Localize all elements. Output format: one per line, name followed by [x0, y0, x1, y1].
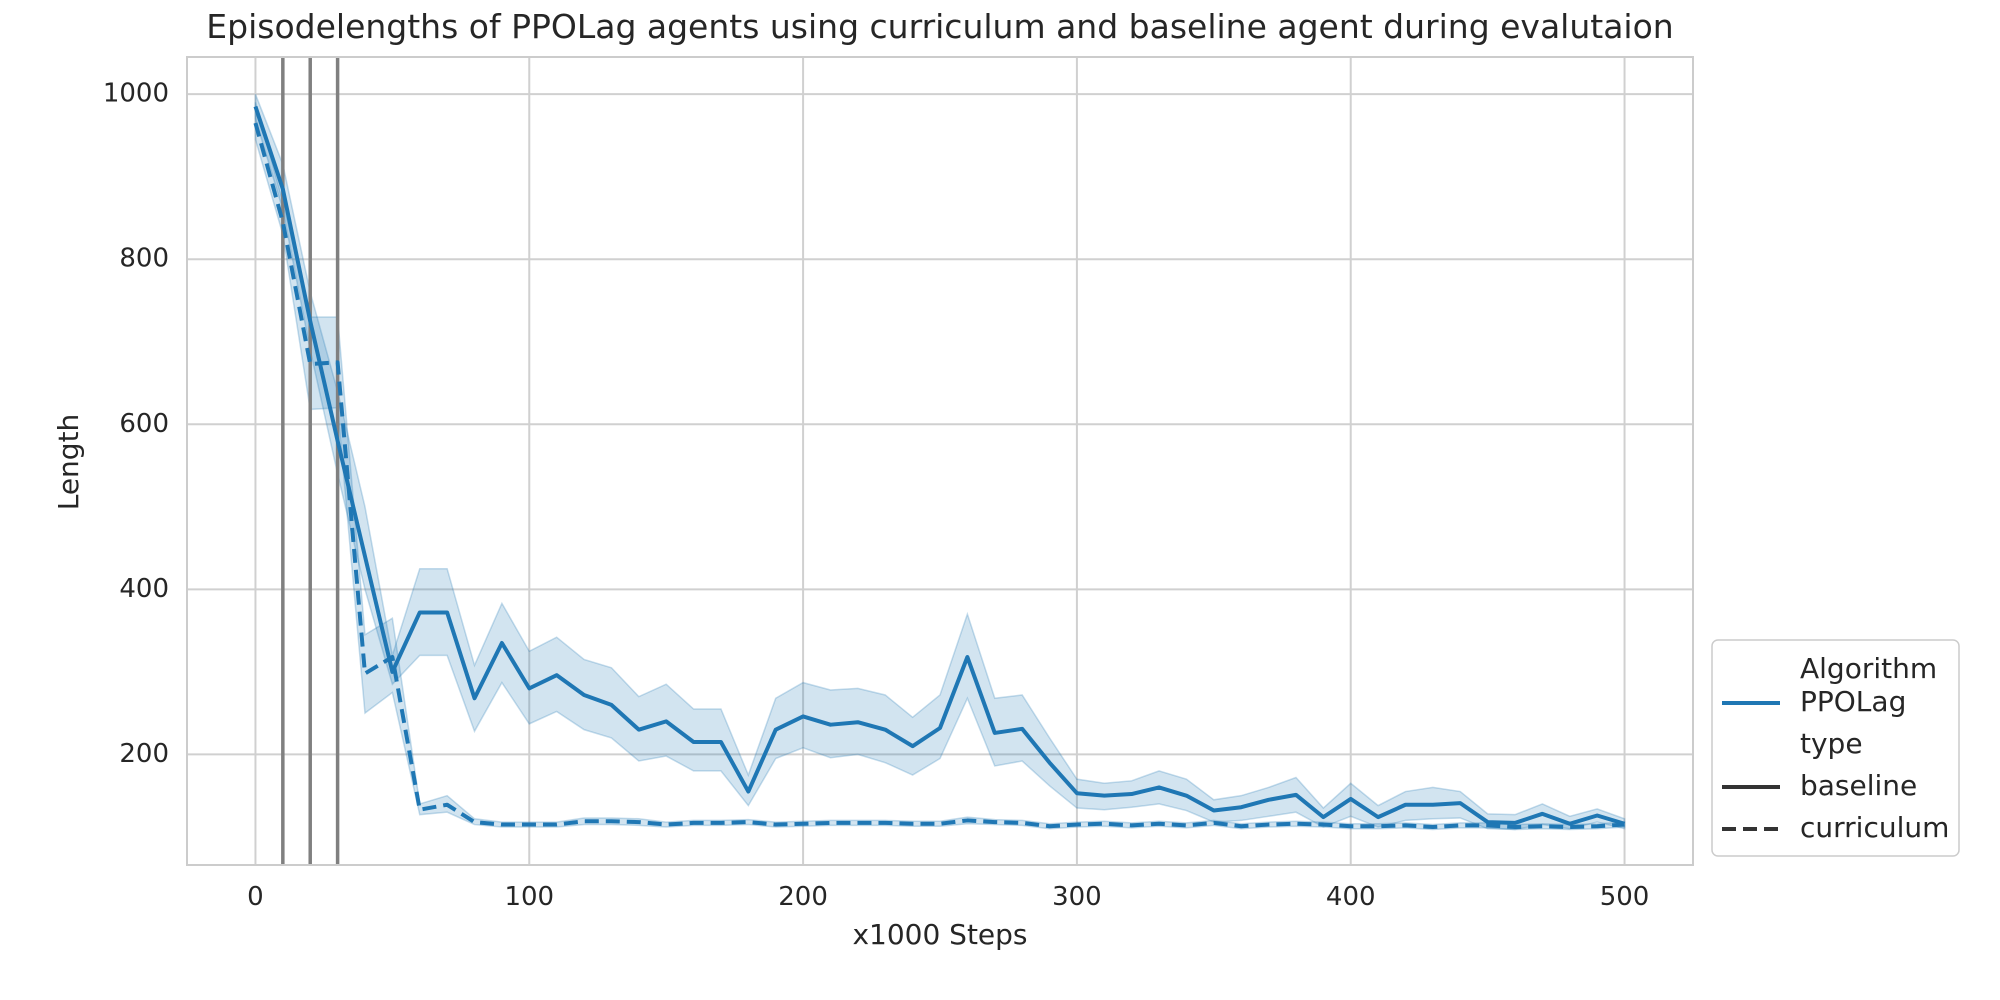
legend-label-baseline: baseline: [1800, 769, 1917, 802]
legend-header-algorithm: Algorithm: [1800, 652, 1937, 685]
x-tick-label-100: 100: [504, 882, 554, 912]
y-tick-label-400: 400: [119, 574, 169, 604]
plot-area: 0 100 200 300 400 500 200 400 600 800 1000: [103, 56, 1694, 912]
legend-header-type: type: [1800, 727, 1863, 760]
x-tick-label-200: 200: [778, 882, 828, 912]
ci-band-baseline: [254, 93, 1626, 831]
chart-title: Episodelengths of PPOLag agents using cu…: [206, 7, 1673, 46]
legend: Algorithm PPOLag type baseline curriculu…: [1711, 639, 1960, 857]
legend-label-ppolag: PPOLag: [1800, 685, 1906, 718]
y-axis-title: Length: [52, 414, 85, 511]
y-tick-label-200: 200: [119, 739, 169, 769]
x-axis-title: x1000 Steps: [852, 918, 1027, 951]
series-line-curriculum: [253, 122, 1625, 830]
y-tick-label-1000: 1000: [103, 79, 169, 109]
ci-band-curriculum: [254, 102, 1626, 831]
x-tick-label-500: 500: [1600, 882, 1650, 912]
y-tick-label-600: 600: [119, 409, 169, 439]
plot-border: [186, 56, 1694, 866]
x-tick-label-0: 0: [247, 882, 264, 912]
series-line-baseline: [253, 105, 1626, 826]
legend-frame: [1711, 639, 1960, 857]
legend-label-curriculum: curriculum: [1800, 811, 1949, 844]
y-tick-label-800: 800: [119, 244, 169, 274]
x-tick-label-400: 400: [1326, 882, 1376, 912]
x-tick-label-300: 300: [1052, 882, 1102, 912]
